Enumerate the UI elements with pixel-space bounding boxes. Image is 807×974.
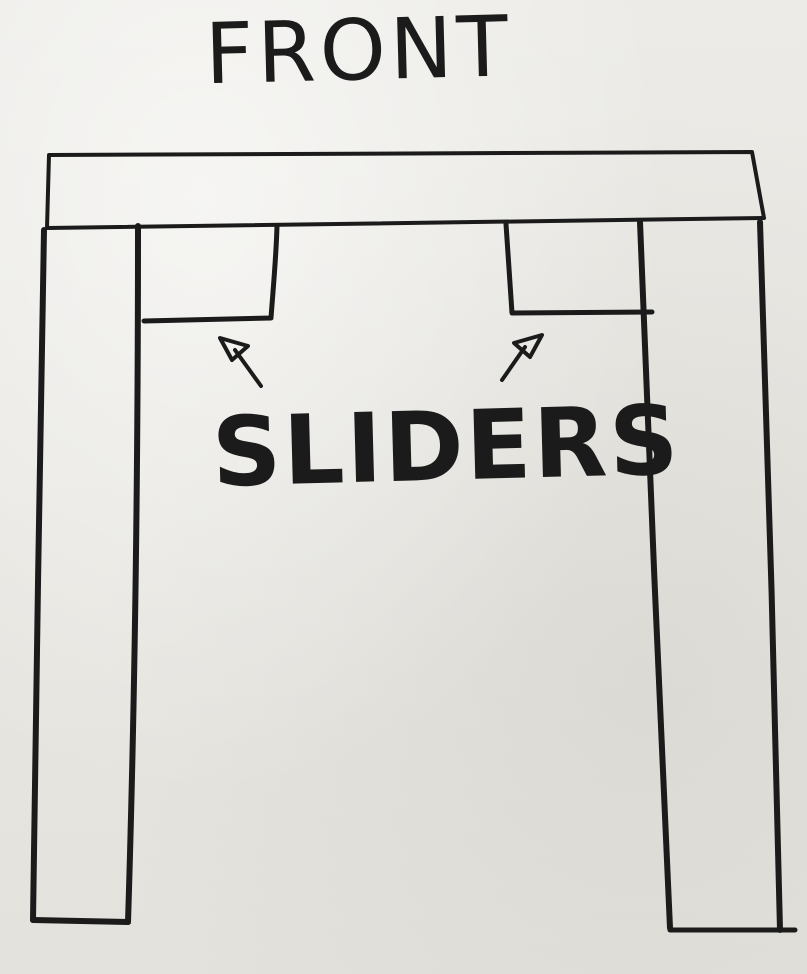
left-leg-outer-edge (30, 227, 47, 923)
left-leg-inner-edge (125, 223, 141, 925)
right-slider-block (503, 221, 655, 316)
sliders-label: SLIDERS (210, 384, 682, 509)
top-crossbar (45, 150, 766, 230)
arrow-up-right-icon (500, 333, 544, 382)
right-leg-outer-edge (757, 219, 783, 933)
arrow-up-left-icon (218, 336, 263, 388)
right-leg-inner-edge (637, 219, 673, 931)
front-label: FRONT (203, 0, 514, 104)
left-leg-bottom (30, 917, 131, 925)
left-slider-block (141, 223, 280, 324)
